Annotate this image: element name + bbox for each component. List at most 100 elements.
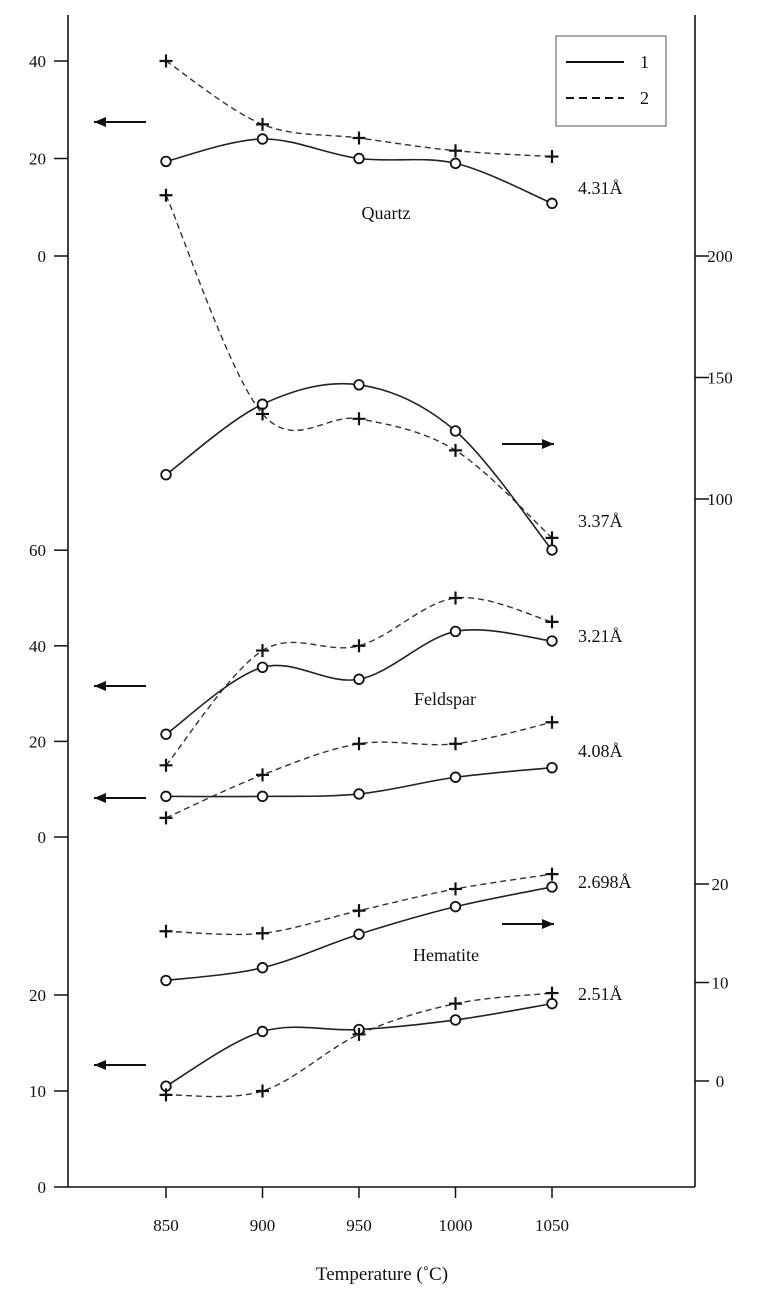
point-circle-0-1 bbox=[256, 133, 269, 145]
point-plus-5-0 bbox=[159, 1088, 173, 1102]
point-plus-1-1 bbox=[256, 407, 269, 421]
point-circle-2-2 bbox=[353, 673, 365, 685]
mineral-label-hematite: Hematite bbox=[413, 945, 479, 965]
point-circle-2-4 bbox=[546, 635, 558, 647]
series-line-solid-1 bbox=[165, 382, 553, 551]
right-tick-label-hematite-0: 0 bbox=[716, 1072, 725, 1091]
peak-label-3: 4.08Å bbox=[578, 741, 623, 761]
point-plus-2-4 bbox=[545, 615, 559, 629]
x-axis-title: Temperature (˚C) bbox=[316, 1264, 448, 1285]
point-circle-3-1 bbox=[256, 790, 269, 803]
arrow-right-hematite-head bbox=[542, 919, 554, 929]
point-circle-3-3 bbox=[449, 771, 462, 783]
point-plus-1-4 bbox=[545, 531, 559, 545]
point-plus-4-3 bbox=[449, 882, 462, 896]
arrow-right-quartz-head bbox=[542, 439, 554, 449]
right-tick-label-quartz-200: 200 bbox=[707, 247, 733, 266]
x-tick-label-1000: 1000 bbox=[439, 1216, 473, 1235]
point-plus-5-3 bbox=[449, 997, 462, 1011]
x-tick-label-1050: 1050 bbox=[535, 1216, 569, 1235]
point-circle-4-2 bbox=[353, 928, 365, 940]
point-plus-1-3 bbox=[449, 443, 462, 457]
left-tick-label-quartz-0: 0 bbox=[38, 247, 47, 266]
series-3.37Å bbox=[159, 188, 559, 556]
point-plus-2-3 bbox=[449, 591, 462, 605]
series-line-dashed-2 bbox=[165, 596, 553, 766]
point-circle-1-2 bbox=[353, 379, 365, 391]
left-tick-label-hematite-20: 20 bbox=[29, 986, 46, 1005]
series-line-dashed-3 bbox=[165, 721, 553, 819]
arrow-left-quartz-head bbox=[94, 117, 106, 127]
series-line-solid-0 bbox=[165, 138, 553, 205]
point-plus-2-2 bbox=[352, 639, 366, 653]
annotations: 4.31Å 3.37Å 3.21Å 4.08Å 2.698Å 2.51Å Quartz Fel… bbox=[362, 178, 632, 1004]
peak-label-5: 2.51Å bbox=[578, 984, 623, 1004]
point-circle-2-0 bbox=[160, 728, 172, 740]
left-tick-label-quartz-40: 40 bbox=[29, 52, 46, 71]
axis-arrows bbox=[94, 117, 554, 1070]
point-plus-3-2 bbox=[352, 737, 366, 751]
point-plus-4-1 bbox=[256, 926, 269, 940]
point-plus-0-0 bbox=[159, 54, 173, 68]
point-circle-5-1 bbox=[256, 1025, 269, 1038]
x-tick-label-850: 850 bbox=[153, 1216, 179, 1235]
left-tick-label-hematite-10: 10 bbox=[29, 1082, 46, 1101]
series-2.51Å bbox=[159, 986, 559, 1102]
series-line-dashed-5 bbox=[165, 992, 553, 1098]
series bbox=[159, 54, 559, 1102]
point-circle-5-4 bbox=[546, 997, 558, 1010]
point-circle-3-4 bbox=[546, 761, 558, 774]
point-plus-5-1 bbox=[256, 1084, 269, 1098]
point-plus-1-2 bbox=[352, 412, 366, 426]
mineral-label-quartz: Quartz bbox=[362, 203, 411, 223]
x-tick-label-900: 900 bbox=[250, 1216, 276, 1235]
point-circle-2-3 bbox=[449, 625, 462, 638]
left-tick-label-feldspar-60: 60 bbox=[29, 541, 46, 560]
arrow-left-feldspar-head bbox=[94, 681, 106, 691]
left-tick-label-quartz-20: 20 bbox=[29, 150, 46, 169]
series-2.698Å bbox=[159, 867, 559, 987]
peak-label-4: 2.698Å bbox=[578, 872, 632, 892]
left-tick-label-feldspar-0: 0 bbox=[38, 828, 47, 847]
point-plus-3-0 bbox=[159, 811, 173, 825]
legend-label-1: 1 bbox=[640, 52, 649, 72]
point-plus-0-3 bbox=[449, 144, 462, 158]
point-plus-1-0 bbox=[159, 188, 173, 202]
point-plus-5-2 bbox=[352, 1027, 366, 1041]
point-circle-4-0 bbox=[160, 974, 172, 987]
point-circle-1-3 bbox=[449, 425, 462, 437]
point-plus-0-1 bbox=[256, 117, 269, 131]
point-plus-0-2 bbox=[352, 131, 366, 145]
point-plus-4-0 bbox=[159, 924, 173, 938]
point-circle-1-0 bbox=[160, 469, 172, 481]
series-4.31Å bbox=[159, 54, 559, 210]
point-circle-4-1 bbox=[256, 962, 269, 974]
point-plus-2-1 bbox=[256, 644, 269, 658]
point-circle-3-2 bbox=[353, 788, 365, 800]
point-circle-0-0 bbox=[160, 155, 172, 168]
point-plus-3-1 bbox=[256, 768, 269, 782]
point-plus-0-4 bbox=[545, 150, 559, 164]
point-plus-4-2 bbox=[352, 904, 366, 918]
point-plus-2-0 bbox=[159, 758, 173, 772]
right-tick-label-quartz-100: 100 bbox=[707, 490, 733, 509]
axes-frame bbox=[67, 15, 696, 1188]
point-circle-0-4 bbox=[546, 197, 558, 210]
point-plus-4-4 bbox=[545, 867, 559, 881]
right-tick-label-quartz-150: 150 bbox=[707, 369, 733, 388]
point-circle-4-4 bbox=[546, 881, 558, 893]
point-plus-5-4 bbox=[545, 986, 559, 1000]
point-circle-2-1 bbox=[256, 661, 269, 674]
point-circle-3-0 bbox=[160, 790, 172, 803]
peak-label-1: 3.37Å bbox=[578, 511, 623, 531]
left-tick-label-feldspar-20: 20 bbox=[29, 732, 46, 751]
arrow-left-feldspar-2-head bbox=[94, 793, 106, 803]
peak-label-2: 3.21Å bbox=[578, 626, 623, 646]
right-tick-label-hematite-20: 20 bbox=[712, 875, 729, 894]
x-tick-label-950: 950 bbox=[346, 1216, 372, 1235]
left-tick-label-feldspar-40: 40 bbox=[29, 637, 46, 656]
legend-label-2: 2 bbox=[640, 88, 649, 108]
left-tick-label-hematite-0: 0 bbox=[38, 1178, 47, 1197]
